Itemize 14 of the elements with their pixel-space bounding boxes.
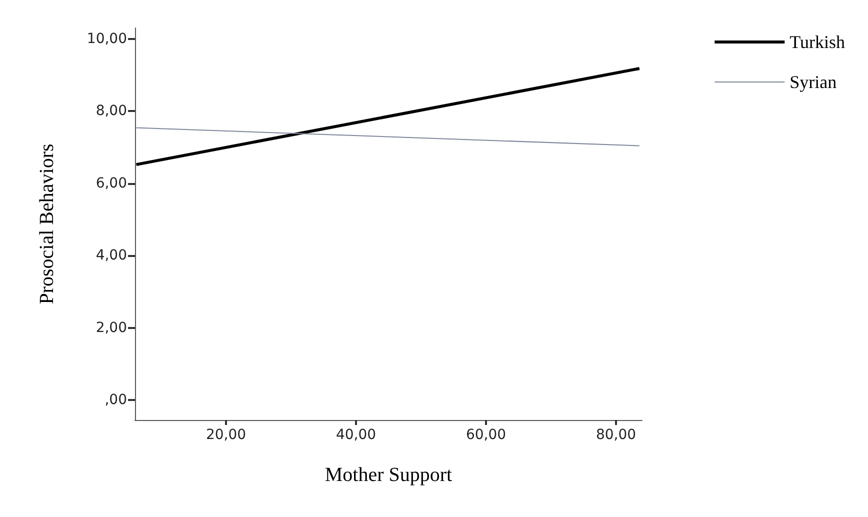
x-axis-title: Mother Support [324,464,453,486]
x-tick-label: 20,00 [206,427,246,443]
y-tick-label: 8,00 [96,103,127,120]
legend-label: Turkish [790,32,846,52]
y-tick-label: 6,00 [96,175,127,192]
x-tick-label: 80,00 [596,427,636,443]
y-axis-title: Prosocial Behaviors [36,144,58,304]
x-tick-label: 40,00 [336,427,376,443]
legend-label: Syrian [790,72,837,92]
x-tick-label: 60,00 [466,427,506,443]
y-tick-label: 2,00 [96,320,127,336]
y-tick-label: 4,00 [96,248,127,264]
y-tick-label: ,00 [104,392,127,408]
y-tick-label: 10,00 [86,30,127,47]
